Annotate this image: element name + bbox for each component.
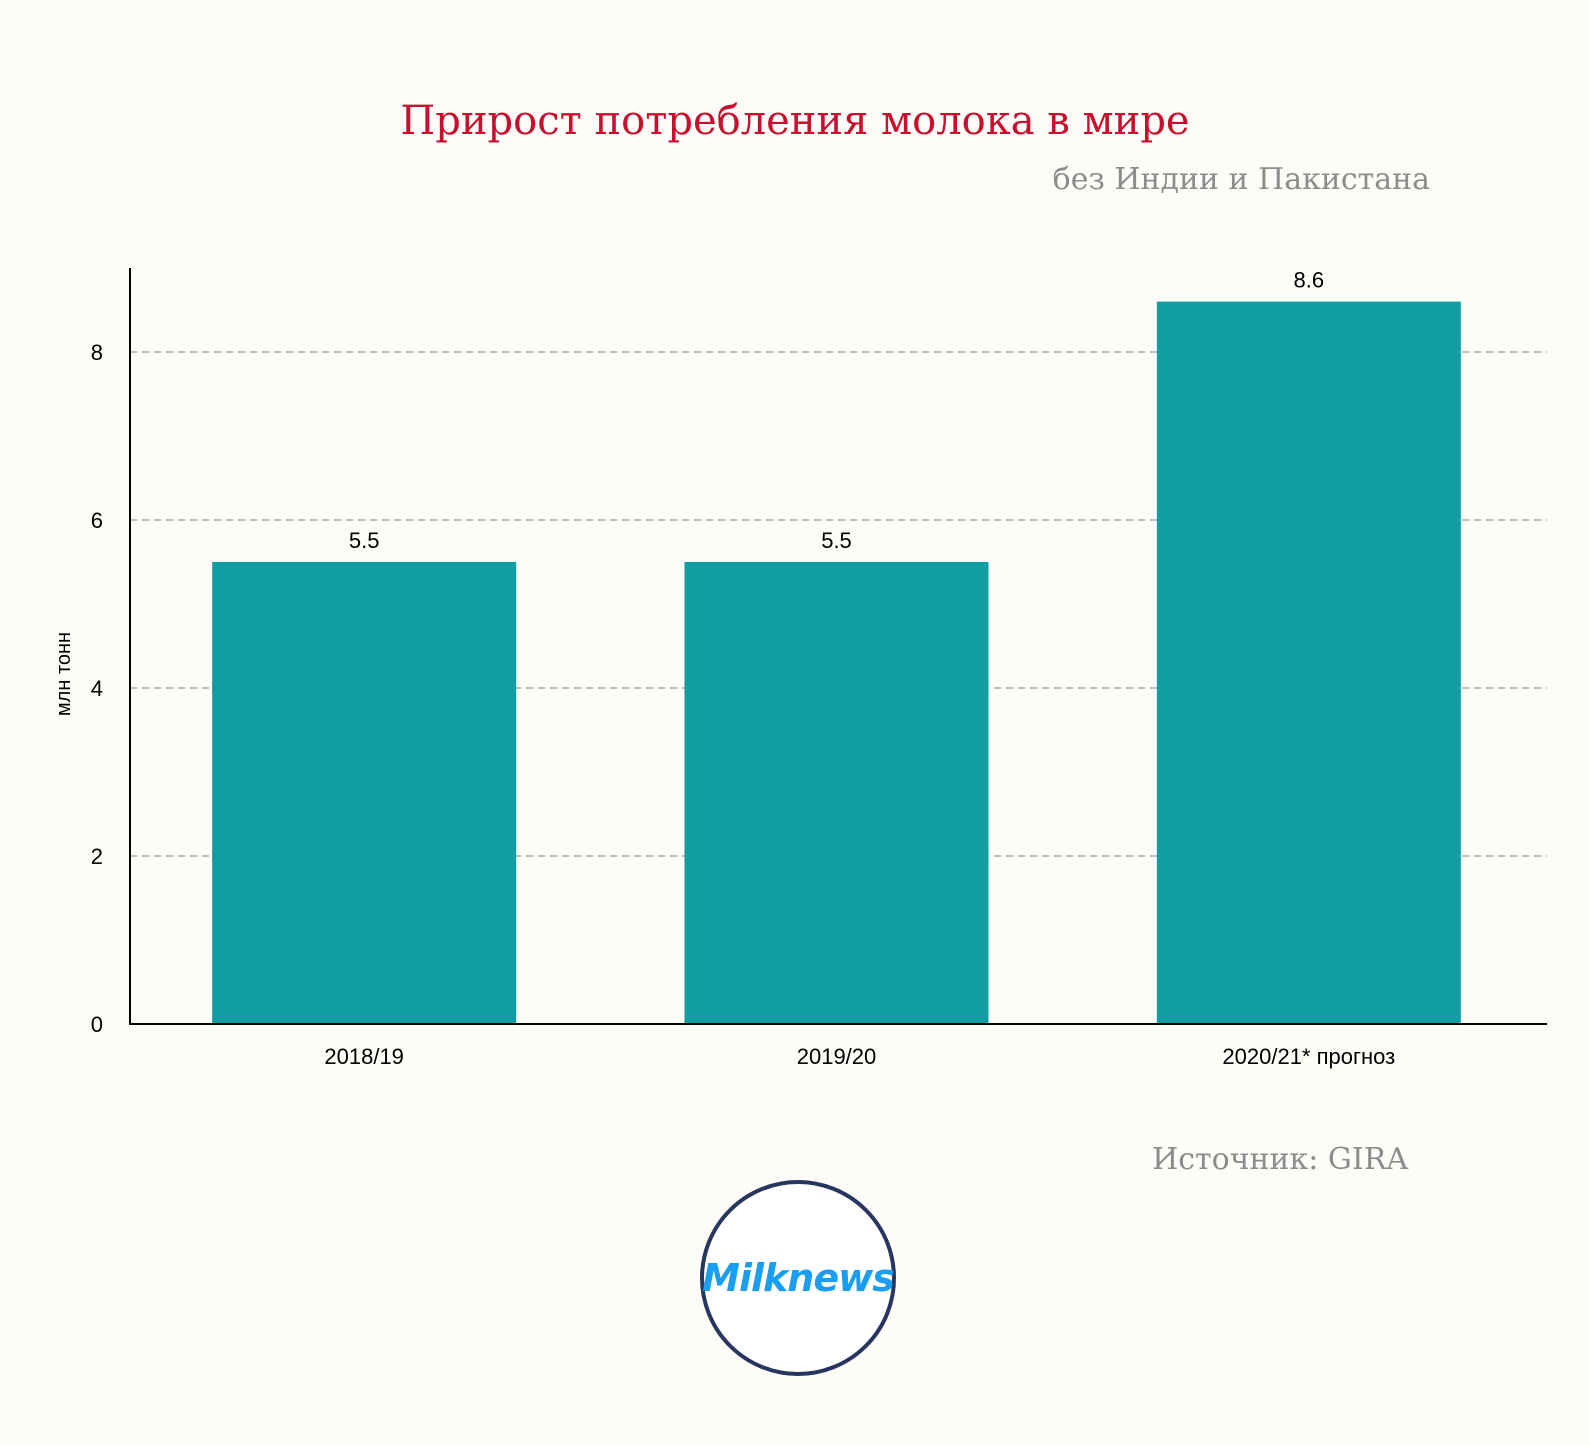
y-axis-label: млн тонн <box>53 632 75 716</box>
bar-value-label: 5.5 <box>821 528 852 553</box>
bar <box>1156 301 1461 1025</box>
chart-subtitle: без Индии и Пакистана <box>1052 162 1430 197</box>
bars <box>212 301 1461 1025</box>
bar-chart: 0 2 4 6 8 5.5 2018/19 5.5 2019/20 8.6 2020/21* про… <box>53 268 1547 1069</box>
y-tick-label: 2 <box>91 844 103 869</box>
x-tick-label: 2019/20 <box>797 1044 877 1069</box>
y-tick-label: 0 <box>91 1012 103 1037</box>
source-note: Источник: GIRA <box>1152 1142 1408 1177</box>
logo-text: Milknews <box>702 1256 895 1300</box>
bar <box>212 562 517 1024</box>
bar <box>684 562 989 1024</box>
y-tick-label: 8 <box>91 340 103 365</box>
x-tick-label: 2018/19 <box>324 1044 404 1069</box>
chart-title: Прирост потребления молока в мире <box>400 98 1190 144</box>
y-tick-label: 6 <box>91 508 103 533</box>
y-tick-label: 4 <box>91 676 103 701</box>
labels: 0 2 4 6 8 5.5 2018/19 5.5 2019/20 8.6 2020/21* про… <box>91 268 1396 1069</box>
bar-value-label: 5.5 <box>349 528 380 553</box>
axes <box>129 268 1547 1025</box>
bar-value-label: 8.6 <box>1294 268 1325 293</box>
x-tick-label: 2020/21* прогноз <box>1222 1044 1395 1069</box>
milknews-logo: Milknews <box>700 1180 896 1376</box>
